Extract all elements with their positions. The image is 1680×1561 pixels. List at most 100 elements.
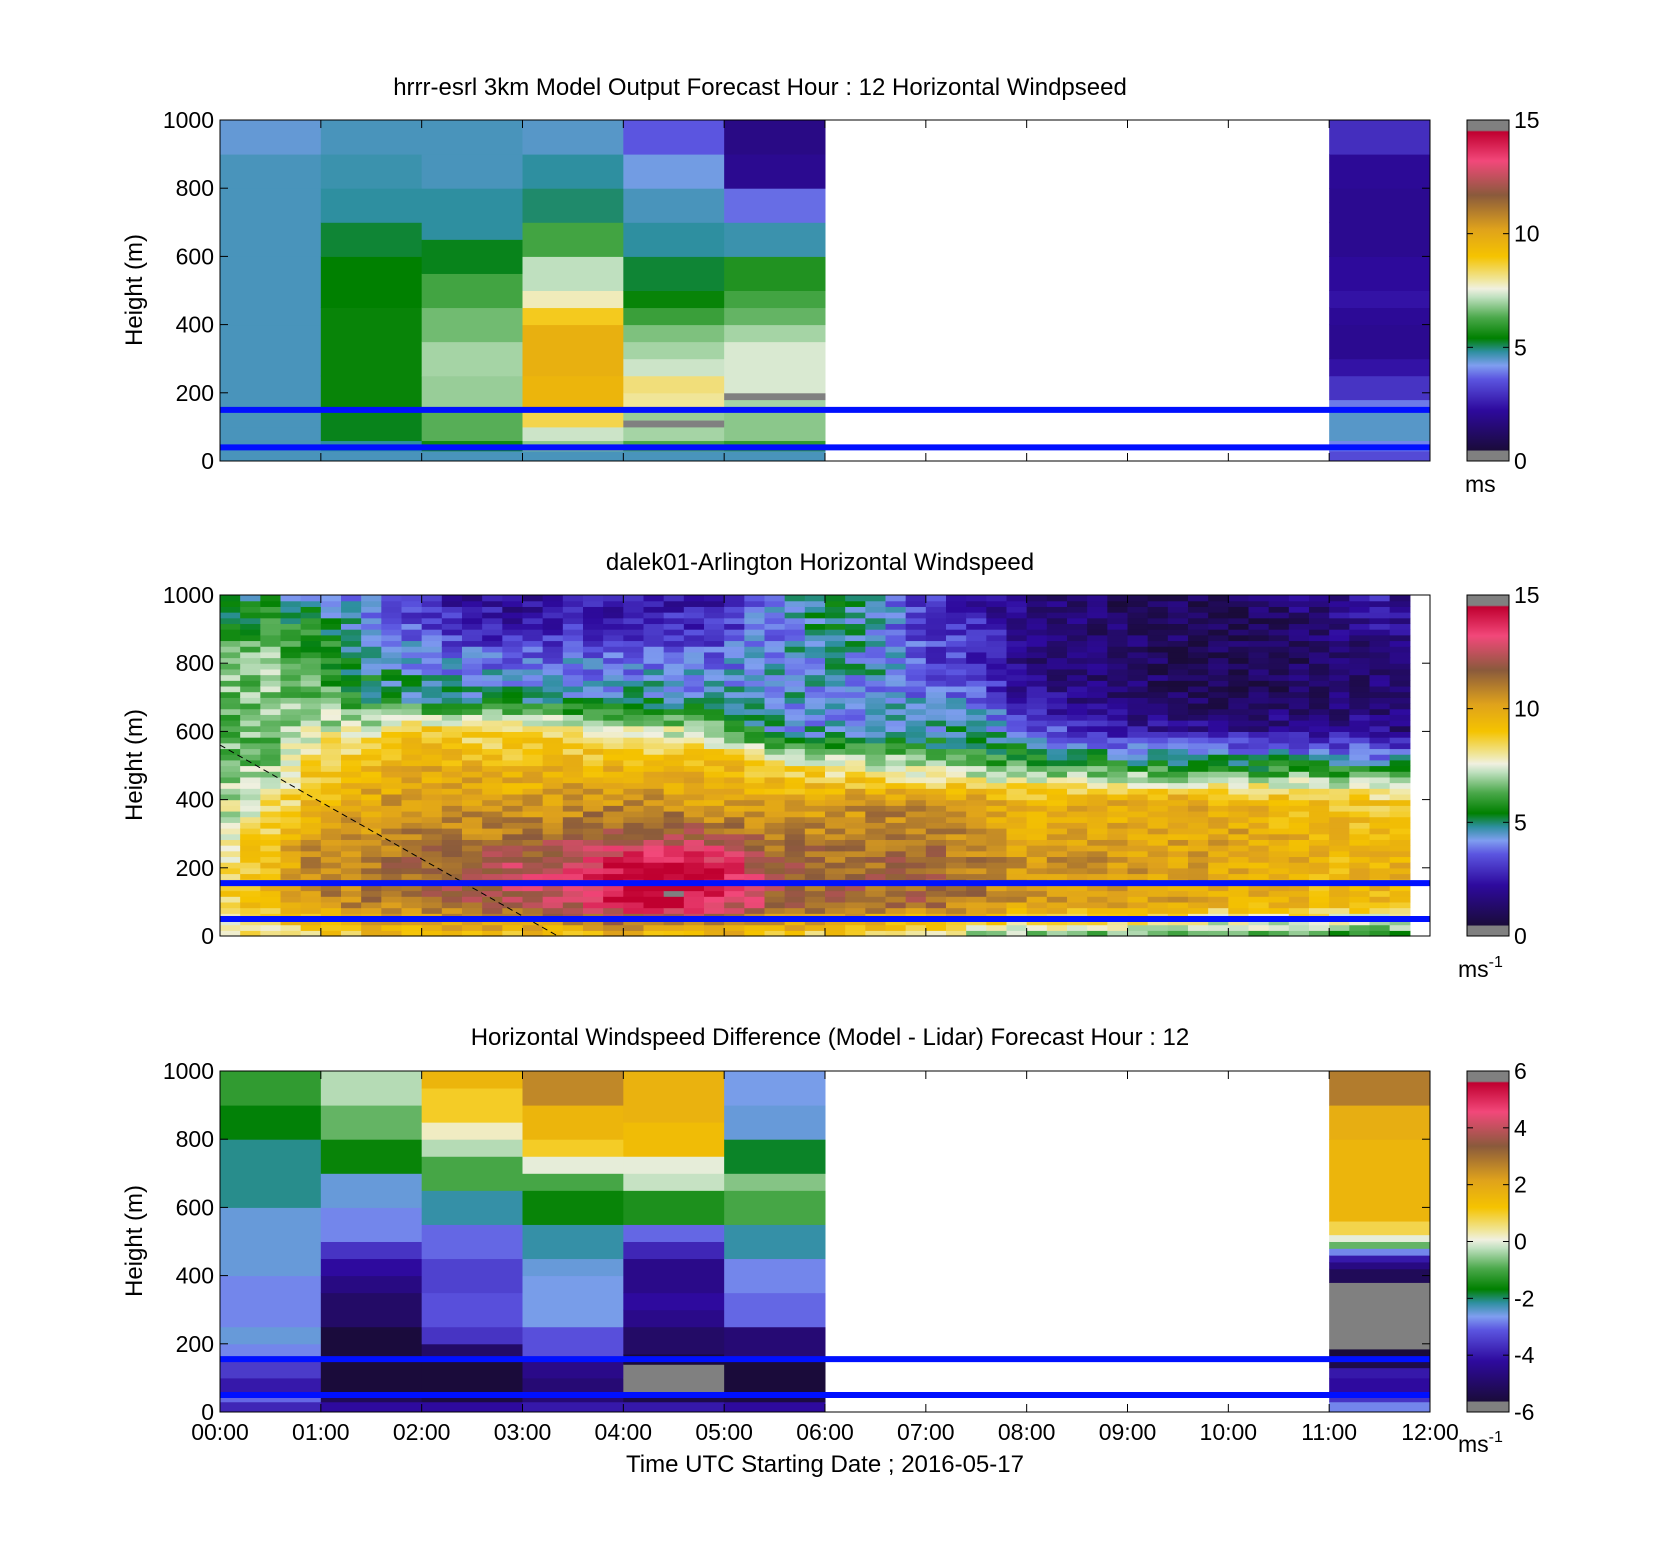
heatmap-cell [1389,754,1411,761]
heatmap-cell [825,680,846,687]
heatmap-cell [1026,782,1048,789]
heatmap-cell [502,754,524,761]
heatmap-cell [502,924,524,931]
heatmap-cell [1208,754,1229,761]
heatmap-cell [421,765,443,772]
heatmap-cell [885,629,907,636]
heatmap-cell [260,617,282,625]
heatmap-cell [583,930,604,937]
heatmap-cell [1228,782,1250,789]
heatmap-cell [986,595,1008,602]
heatmap-cell [320,1326,423,1362]
heatmap-cell [1228,640,1250,647]
heatmap-cell [542,640,564,647]
heatmap-cell [421,634,443,642]
heatmap-cell [1389,901,1411,909]
heatmap-cell [966,833,987,840]
heatmap-cell [1329,805,1350,812]
heatmap-cell [320,924,342,931]
heatmap-cell [421,680,443,687]
heatmap-cell [300,782,322,789]
heatmap-cell [1329,850,1350,858]
heatmap-cell [744,771,766,778]
heatmap-cell [260,771,282,778]
heatmap-cell [1026,924,1048,931]
heatmap-cell [1309,924,1330,931]
heatmap-cell [1067,674,1088,681]
blue-lines [220,1356,1430,1398]
heatmap-cell [1228,702,1250,710]
heatmap-cell [764,907,786,914]
heatmap-cell [1329,1401,1431,1413]
heatmap-cell [441,612,463,619]
heatmap-cell [946,771,967,778]
heatmap-cell [1026,731,1048,738]
heatmap-cell [1006,810,1028,818]
heatmap-cell [300,805,322,812]
heatmap-cell [462,754,483,761]
heatmap-cell [1248,731,1270,738]
heatmap-cell [462,862,483,869]
heatmap-cell [583,629,604,636]
heatmap-cell [1208,759,1229,767]
heatmap-cell [966,924,987,931]
heatmap-cell [825,839,846,846]
heatmap-cell [542,839,564,846]
heatmap-cell [542,606,564,613]
heatmap-cell [825,896,846,903]
heatmap-cell [341,691,362,698]
heatmap-cell [683,810,705,818]
heatmap-cell [522,918,544,926]
heatmap-cell [804,742,826,750]
heatmap-cell [1268,685,1290,693]
colorbar-tick-label: 10 [1514,221,1540,247]
heatmap-cell [381,918,403,926]
heatmap-cell [784,839,806,846]
heatmap-cell [865,748,887,755]
heatmap-cell [845,918,866,926]
heatmap-cell [724,862,745,869]
heatmap-cell [441,862,463,869]
heatmap-cell [280,799,302,806]
heatmap-cell [1087,725,1108,732]
heatmap-cell [1107,845,1129,852]
heatmap-cell [885,867,907,875]
heatmap-cell [845,668,866,676]
heatmap-cell [643,714,665,721]
heatmap-cell [683,850,705,858]
heatmap-cell [381,640,403,647]
heatmap-cell [905,702,927,710]
heatmap-cell [905,833,927,840]
heatmap-cell [1309,759,1330,767]
heatmap-cell [966,822,987,829]
heatmap-cell [804,765,826,772]
heatmap-cell [603,816,624,823]
heatmap-cell [260,850,282,858]
heatmap-cell [381,833,403,840]
heatmap-cell [1107,640,1129,647]
heatmap-cell [663,651,685,659]
heatmap-cell [1026,759,1048,767]
heatmap-cell [300,640,322,647]
heatmap-cell [1268,890,1290,897]
heatmap-cell [1329,663,1350,670]
heatmap-cell [1288,896,1310,903]
heatmap-cell [421,617,443,625]
heatmap-cell [441,839,463,846]
heatmap-cell [704,646,725,653]
heatmap-cell [946,634,967,642]
heatmap-cell [542,646,564,653]
heatmap-cell [643,793,665,801]
heatmap-cell [502,708,524,715]
heatmap-cell [1208,771,1229,778]
heatmap-cell [784,663,806,670]
heatmap-cell [421,646,443,653]
heatmap-cell [1067,697,1088,704]
heatmap-cell [623,708,645,715]
heatmap-cell [542,907,564,914]
heatmap-cell [825,918,846,926]
heatmap-cell [683,765,705,772]
heatmap-cell [1006,759,1028,767]
heatmap-cell [1329,1377,1431,1393]
heatmap-cell [280,856,302,863]
